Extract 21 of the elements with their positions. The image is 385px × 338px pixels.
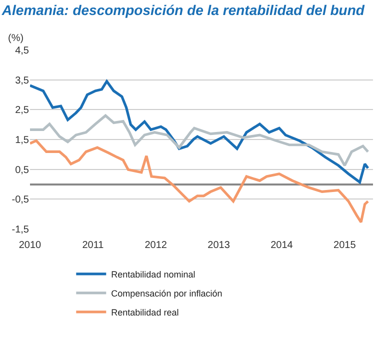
legend-label: Rentabilidad nominal bbox=[111, 269, 196, 280]
line-series bbox=[30, 114, 370, 167]
y-tick-label: 0,5 bbox=[15, 164, 30, 176]
legend-label: Rentabilidad real bbox=[111, 307, 179, 318]
x-tick-label: 2010 bbox=[18, 240, 42, 251]
legend-label: Compensación por inflación bbox=[111, 288, 222, 298]
y-tick-label: 3,5 bbox=[15, 75, 30, 86]
line-series bbox=[30, 80, 370, 184]
line-series bbox=[30, 139, 370, 224]
y-tick-label: -1,5 bbox=[12, 224, 30, 236]
x-tick-label: 2011 bbox=[82, 240, 104, 251]
x-tick-label: 2015 bbox=[334, 240, 356, 251]
x-tick-label: 2012 bbox=[144, 240, 168, 251]
chart-title: Alemania: descomposición de la rentabilidad del bund bbox=[0, 2, 365, 18]
y-tick-label: 4,5 bbox=[15, 46, 30, 56]
y-tick-label: 1,5 bbox=[15, 135, 30, 146]
x-tick-label: 2013 bbox=[208, 240, 230, 251]
y-axis-title: (%) bbox=[8, 33, 24, 44]
x-tick-label: 2014 bbox=[270, 240, 294, 251]
y-tick-label: 2,5 bbox=[15, 105, 30, 116]
y-tick-label: -0,5 bbox=[12, 194, 30, 206]
